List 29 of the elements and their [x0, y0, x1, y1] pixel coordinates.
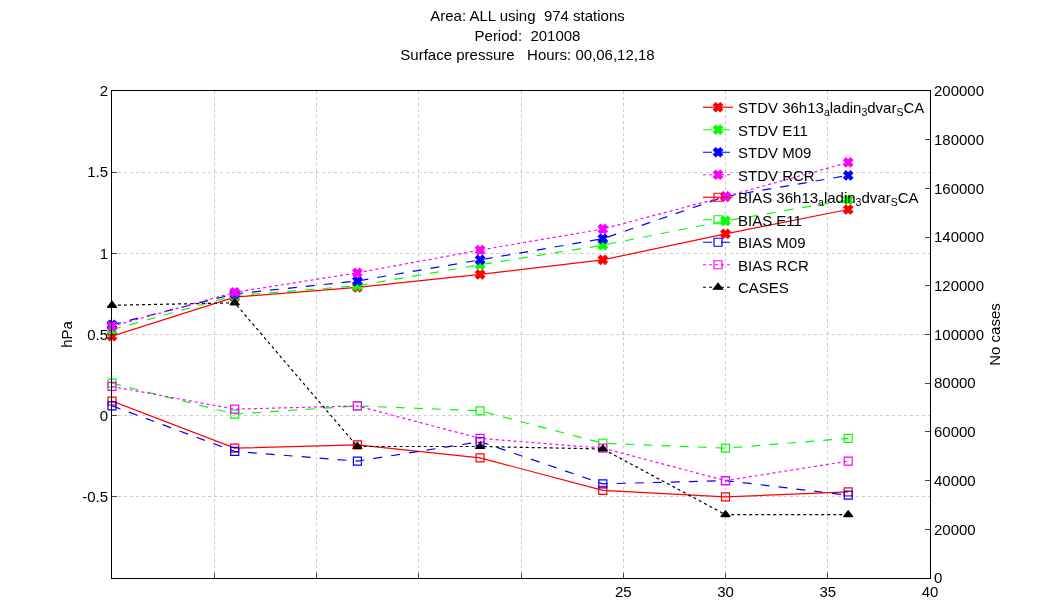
- legend-label: STDV E11: [738, 121, 808, 139]
- y2-tick-label: 20000: [934, 520, 976, 538]
- y-tick-label: 1.5: [87, 163, 108, 181]
- y-axis-title: hPa: [58, 320, 75, 348]
- y2-tick-label: 40000: [934, 471, 976, 489]
- legend-label: STDV M09: [738, 144, 812, 162]
- y2-tick-label: 200000: [934, 82, 985, 100]
- y2-tick-label: 160000: [934, 179, 985, 197]
- y-tick-label: 0.5: [87, 325, 108, 343]
- x-tick-label: 35: [819, 583, 837, 600]
- legend-label: BIAS RCR: [738, 256, 810, 274]
- y-tick-label: 2: [99, 82, 108, 100]
- x-tick-label: 25: [614, 583, 632, 600]
- legend-label: STDV 36h13$_{a}$ladin$_{3}$dvar$_{S}$CA: [738, 99, 925, 119]
- y-tick-label: 0: [99, 406, 108, 424]
- y2-axis-title: No cases: [986, 303, 1004, 366]
- x-tick-label: 30: [717, 583, 734, 600]
- y2-tick-label: 180000: [934, 130, 985, 148]
- y2-tick-label: 100000: [934, 325, 985, 343]
- chart-title: Area: ALL using 974 stations Period: 201008 Surface pressure Hours: 00,06,12,18: [400, 7, 655, 64]
- y-tick-label: -0.5: [82, 488, 108, 506]
- legend-label: STDV RCR: [738, 166, 815, 184]
- y2-tick-label: 120000: [934, 277, 985, 295]
- y2-tick-label: 80000: [934, 374, 976, 392]
- legend-label: BIAS M09: [738, 234, 806, 252]
- y-tick-label: 1: [99, 244, 108, 262]
- legend-label: CASES: [738, 279, 789, 297]
- y2-tick-label: 60000: [934, 423, 976, 441]
- y2-tick-label: 140000: [934, 228, 985, 246]
